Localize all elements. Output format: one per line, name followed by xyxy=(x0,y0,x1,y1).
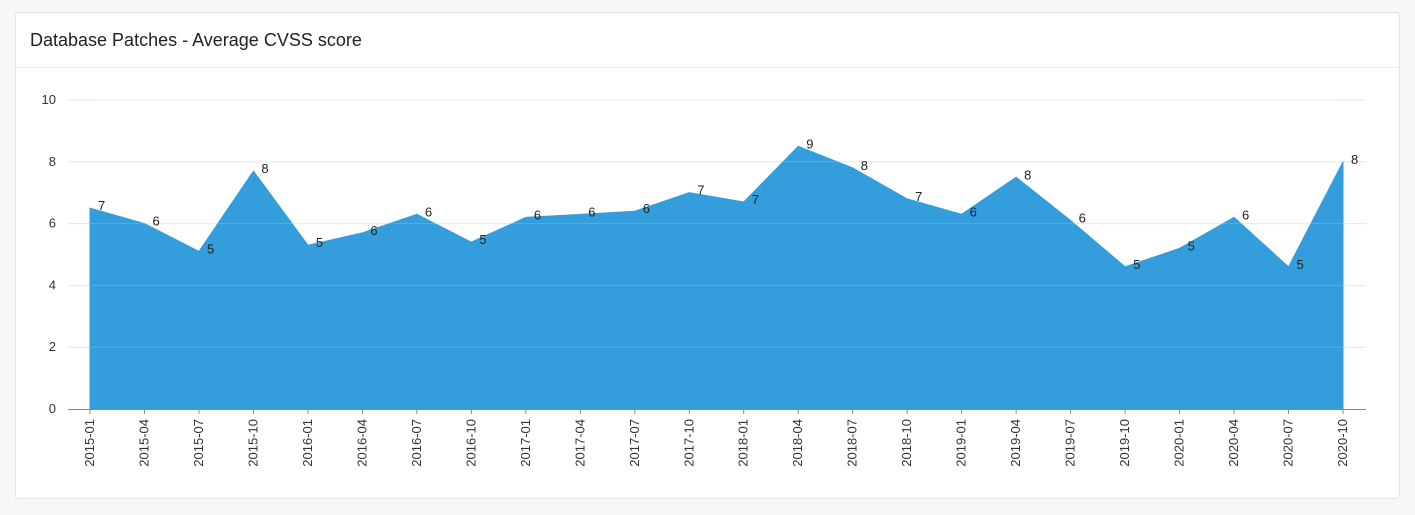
data-label: 8 xyxy=(1351,152,1358,167)
y-tick-label: 6 xyxy=(49,216,56,231)
x-tick-label: 2019-01 xyxy=(954,419,969,467)
x-tick-label: 2020-04 xyxy=(1226,419,1241,467)
x-tick-label: 2019-10 xyxy=(1117,419,1132,467)
data-label: 7 xyxy=(697,183,704,198)
y-tick-label: 4 xyxy=(49,277,56,292)
data-label: 6 xyxy=(534,207,541,222)
x-tick-label: 2015-01 xyxy=(82,419,97,467)
data-label: 7 xyxy=(98,198,105,213)
data-label: 5 xyxy=(316,235,323,250)
x-tick-label: 2020-01 xyxy=(1172,419,1187,467)
area-fill xyxy=(89,145,1344,410)
data-label: 7 xyxy=(752,192,759,207)
data-label: 8 xyxy=(261,161,268,176)
x-tick-labels: 2015-01 2015-04 2015-07 2015-10 2016-01 2016-… xyxy=(82,419,1350,467)
x-tick-label: 2017-01 xyxy=(518,419,533,467)
x-tick-label: 2019-07 xyxy=(1063,419,1078,467)
x-tick-label: 2020-10 xyxy=(1335,419,1350,467)
x-tick-label: 2017-07 xyxy=(627,419,642,467)
data-label: 5 xyxy=(207,241,214,256)
x-tick-label: 2015-07 xyxy=(191,419,206,467)
axes xyxy=(68,409,1366,414)
x-tick-label: 2015-04 xyxy=(136,419,151,467)
data-label: 6 xyxy=(970,204,977,219)
data-label: 7 xyxy=(915,189,922,204)
data-label: 9 xyxy=(806,136,813,151)
x-tick-label: 2017-04 xyxy=(572,419,587,467)
data-label: 6 xyxy=(370,223,377,238)
data-label: 6 xyxy=(1079,211,1086,226)
x-tick-label: 2015-10 xyxy=(245,419,260,467)
area-series xyxy=(89,99,1344,410)
y-tick-labels: 0 2 4 6 8 10 xyxy=(42,92,56,416)
data-label: 5 xyxy=(1297,257,1304,272)
data-label: 5 xyxy=(1188,238,1195,253)
x-tick-label: 2016-04 xyxy=(354,419,369,467)
x-tick-label: 2019-04 xyxy=(1008,419,1023,467)
x-tick-label: 2016-01 xyxy=(300,419,315,467)
x-tick-label: 2018-10 xyxy=(899,419,914,467)
data-label: 6 xyxy=(643,201,650,216)
x-tick-label: 2016-10 xyxy=(463,419,478,467)
y-tick-label: 0 xyxy=(49,401,56,416)
data-label: 8 xyxy=(1024,167,1031,182)
panel-title: Database Patches - Average CVSS score xyxy=(30,29,362,50)
data-labels: 7 6 5 8 5 6 6 5 6 6 6 7 7 9 8 7 6 8 6 5 5 6 5 8 xyxy=(98,136,1358,272)
data-label: 8 xyxy=(861,158,868,173)
x-tick-label: 2018-04 xyxy=(790,419,805,467)
x-tick-label: 2018-01 xyxy=(736,419,751,467)
panel-header: Database Patches - Average CVSS score xyxy=(16,13,1399,68)
data-label: 5 xyxy=(1133,257,1140,272)
data-label: 6 xyxy=(425,204,432,219)
y-tick-label: 10 xyxy=(42,92,56,107)
data-label: 6 xyxy=(1242,207,1249,222)
x-tick-label: 2017-10 xyxy=(681,419,696,467)
y-tick-label: 8 xyxy=(49,154,56,169)
x-tick-label: 2020-07 xyxy=(1281,419,1296,467)
x-tick-label: 2016-07 xyxy=(409,419,424,467)
x-tick-label: 2018-07 xyxy=(845,419,860,467)
y-tick-label: 2 xyxy=(49,339,56,354)
data-label: 6 xyxy=(588,204,595,219)
data-label: 5 xyxy=(479,232,486,247)
data-label: 6 xyxy=(152,214,159,229)
